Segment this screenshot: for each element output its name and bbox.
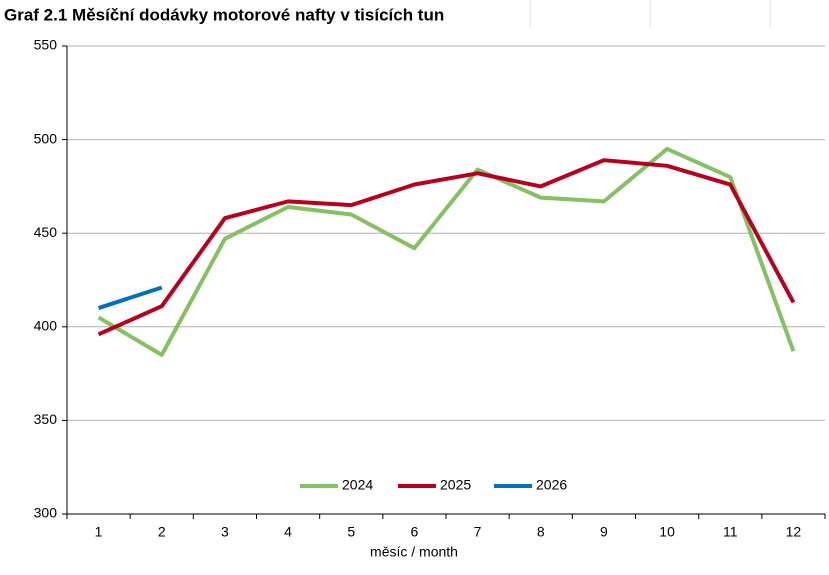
x-axis-label: měsíc / month: [370, 544, 458, 560]
x-tick-label: 11: [723, 524, 738, 540]
y-tick-label: 350: [34, 411, 58, 427]
x-tick-label: 2: [158, 524, 166, 540]
x-tick-label: 3: [221, 524, 229, 540]
y-tick-label: 450: [34, 224, 58, 240]
x-tick-label: 4: [284, 524, 292, 540]
x-tick-label: 10: [659, 524, 675, 540]
y-tick-label: 300: [34, 505, 58, 521]
x-tick-label: 12: [786, 524, 802, 540]
legend-label: 2024: [342, 477, 373, 493]
x-tick-label: 8: [537, 524, 545, 540]
series-line: [97, 158, 796, 337]
y-tick-label: 550: [34, 37, 58, 53]
legend-label: 2026: [536, 477, 567, 493]
y-tick-label: 400: [34, 318, 58, 334]
legend-label: 2025: [440, 477, 471, 493]
series-line: [97, 285, 163, 310]
x-tick-label: 1: [95, 524, 103, 540]
chart-title: Graf 2.1 Měsíční dodávky motorové nafty …: [4, 5, 444, 24]
x-tick-label: 6: [411, 524, 419, 540]
x-tick-label: 9: [600, 524, 608, 540]
series-line: [97, 146, 796, 357]
y-tick-label: 500: [34, 130, 58, 146]
x-tick-label: 7: [474, 524, 482, 540]
x-tick-label: 5: [347, 524, 355, 540]
